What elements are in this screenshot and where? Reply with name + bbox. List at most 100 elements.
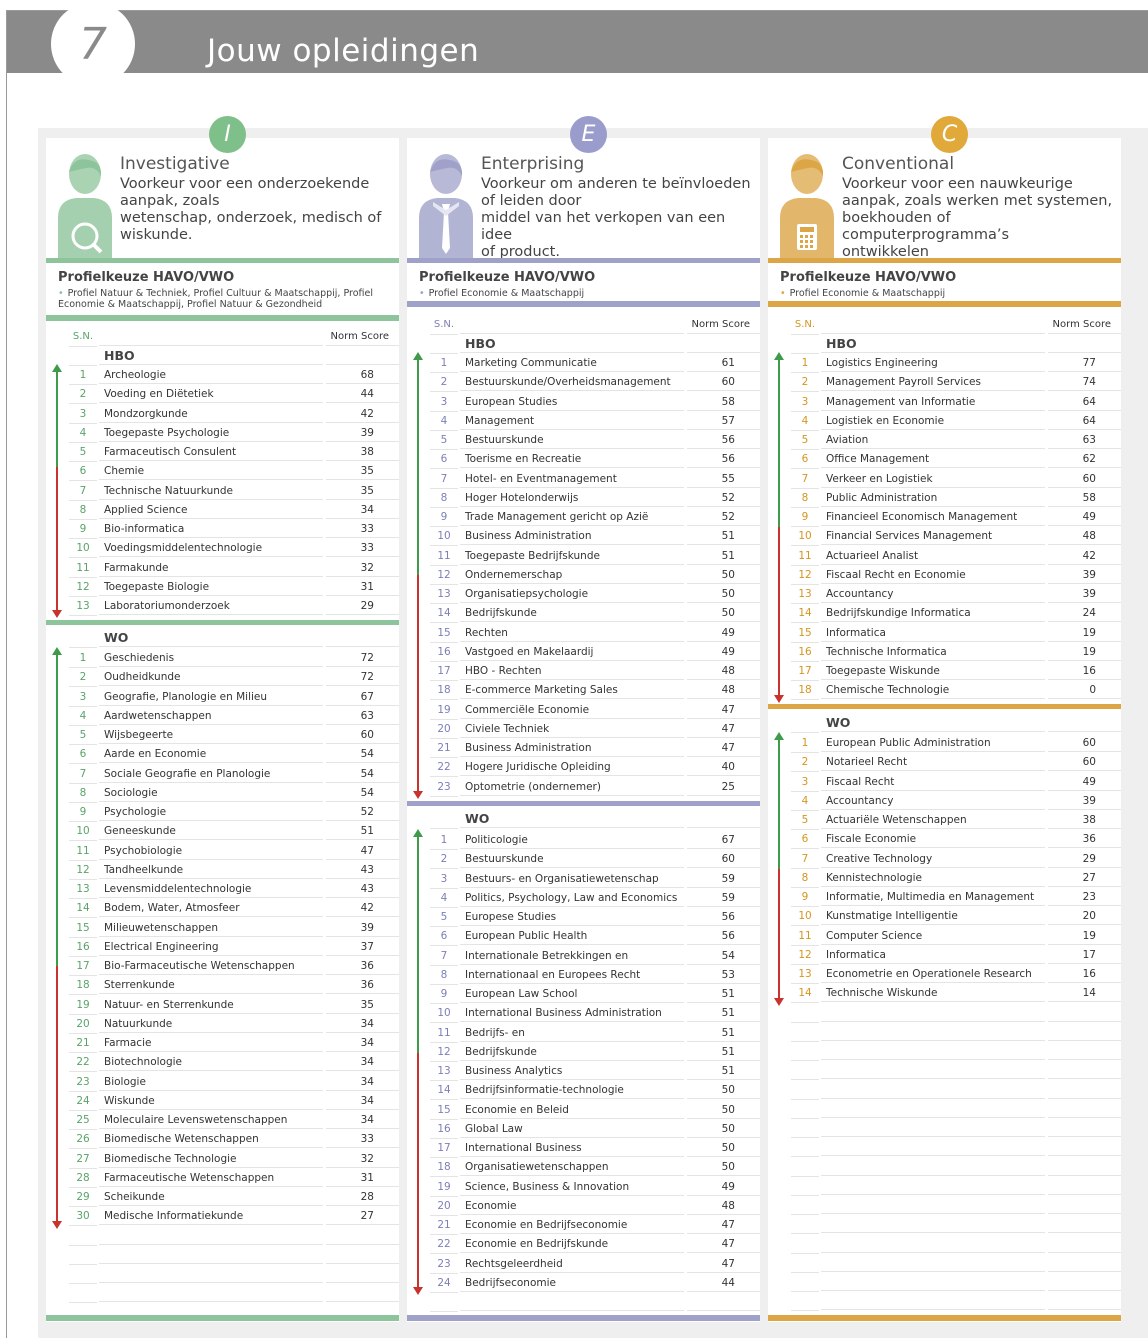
table-row: 4 Management 57 [407, 412, 760, 431]
table-row: 8 Internationaal en Europees Recht 53 [407, 966, 760, 985]
empty-row [768, 1292, 1121, 1312]
bullet-icon: • [780, 288, 786, 299]
norm-score: 44 [326, 385, 399, 404]
norm-score: 24 [1048, 604, 1121, 623]
table-row: 30 Medische Informatiekunde 27 [46, 1207, 399, 1227]
norm-score: 29 [326, 597, 399, 615]
program-name: European Public Health [460, 927, 684, 946]
norm-score: 51 [687, 1004, 760, 1023]
empty-cell [460, 1293, 684, 1311]
norm-score: 35 [326, 462, 399, 481]
program-name: Electrical Engineering [99, 938, 323, 956]
table-row: 14 Bedrijfskunde 50 [407, 604, 760, 624]
page-header: Jouw opleidingen [7, 11, 1148, 73]
profielkeuze-text: Profiel Economie & Maatschappij [428, 288, 585, 299]
table-row: 17 HBO - Rechten 48 [407, 662, 760, 681]
table-row: 1 European Public Administration 60 [768, 734, 1121, 753]
norm-score: 37 [326, 938, 399, 956]
table-row: 9 Trade Management gericht op Azië 52 [407, 508, 760, 527]
program-name: Bio-informatica [99, 520, 323, 538]
empty-cell [687, 1293, 760, 1311]
empty-cell [791, 1119, 819, 1138]
norm-score: 29 [1048, 850, 1121, 868]
empty-row [768, 1100, 1121, 1119]
section-header-hbo: HBO [407, 335, 760, 354]
type-letter-badge: E [570, 116, 607, 153]
program-name: Toegepaste Psychologie [99, 424, 323, 442]
table-row: 9 European Law School 51 [407, 985, 760, 1004]
row-number: 10 [69, 822, 97, 842]
empty-cell [69, 1246, 97, 1265]
program-name: Management van Informatie [821, 393, 1045, 411]
empty-cell [1048, 1158, 1121, 1176]
row-number: 3 [791, 393, 819, 412]
low-score-bar [778, 868, 780, 998]
sn-header: S.N. [430, 316, 458, 335]
norm-score: 44 [687, 1274, 760, 1292]
table-row: 16 Electrical Engineering 37 [46, 938, 399, 957]
program-name: Psychobiologie [99, 842, 323, 860]
empty-cell [1048, 1119, 1121, 1137]
program-name: Politics, Psychology, Law and Economics [460, 889, 684, 907]
high-score-bar [56, 655, 58, 967]
program-name: Financieel Economisch Management [821, 508, 1045, 526]
table-row: 12 Fiscaal Recht en Economie 39 [768, 566, 1121, 585]
norm-score: 49 [1048, 773, 1121, 791]
program-name: Bedrijfskundige Informatica [821, 604, 1045, 623]
empty-cell [821, 1215, 1045, 1234]
row-number: 18 [791, 681, 819, 701]
table-row: 13 Econometrie en Operationele Research 16 [768, 965, 1121, 984]
table-row: 16 Global Law 50 [407, 1120, 760, 1139]
norm-score: 74 [1048, 373, 1121, 392]
norm-score: 34 [326, 501, 399, 519]
empty-cell [99, 1265, 323, 1283]
program-name: Management Payroll Services [821, 373, 1045, 392]
empty-cell [326, 1246, 399, 1264]
norm-score: 52 [687, 508, 760, 526]
program-name: Politicologie [460, 831, 684, 849]
norm-score: 50 [687, 1101, 760, 1119]
divider-bar [768, 301, 1121, 307]
norm-score: 72 [326, 649, 399, 667]
row-number: 6 [791, 450, 819, 470]
table-row: 10 International Business Administration 5… [407, 1004, 760, 1024]
row-number: 16 [791, 643, 819, 662]
norm-score: 59 [687, 870, 760, 888]
profielkeuze-title: Profielkeuze HAVO/VWO [780, 270, 957, 285]
norm-score: 34 [326, 1092, 399, 1110]
row-number: 13 [430, 1062, 458, 1081]
norm-score: 50 [687, 1139, 760, 1157]
program-name: Office Management [821, 450, 1045, 469]
empty-cell [69, 1265, 97, 1284]
section-header-hbo: HBO [46, 347, 399, 366]
empty-cell [791, 1177, 819, 1196]
table-row: 23 Rechtsgeleerdheid 47 [407, 1255, 760, 1274]
section-label: WO [99, 629, 323, 647]
name-header [460, 316, 684, 334]
table-row: 13 Business Analytics 51 [407, 1062, 760, 1081]
table-row: 8 Public Administration 58 [768, 489, 1121, 508]
norm-score: 48 [687, 681, 760, 700]
table-row: 12 Bedrijfskunde 51 [407, 1043, 760, 1062]
norm-score: 60 [1048, 753, 1121, 772]
divider-bar [46, 315, 399, 321]
section-header-wo: WO [768, 714, 1121, 733]
empty-cell [791, 1138, 819, 1158]
row-number: 9 [69, 803, 97, 822]
score-cell [687, 335, 760, 353]
column-investigative: I Investigative Voorkeur voor een onderzoe… [46, 116, 399, 1322]
empty-cell [1048, 1138, 1121, 1157]
score-header: Norm Score [687, 316, 760, 334]
table-row: 29 Scheikunde 28 [46, 1188, 399, 1207]
score-cell [326, 629, 399, 647]
score-cell [1048, 335, 1121, 353]
program-name: Economie en Beleid [460, 1101, 684, 1119]
table-row: 27 Biomedische Technologie 32 [46, 1150, 399, 1169]
row-number: 14 [430, 604, 458, 624]
row-number: 11 [69, 559, 97, 578]
high-score-bar [778, 360, 780, 528]
row-number: 23 [430, 1255, 458, 1274]
table-row: 9 Financieel Economisch Management 49 [768, 508, 1121, 527]
row-number: 3 [430, 393, 458, 412]
empty-cell [1048, 1081, 1121, 1099]
